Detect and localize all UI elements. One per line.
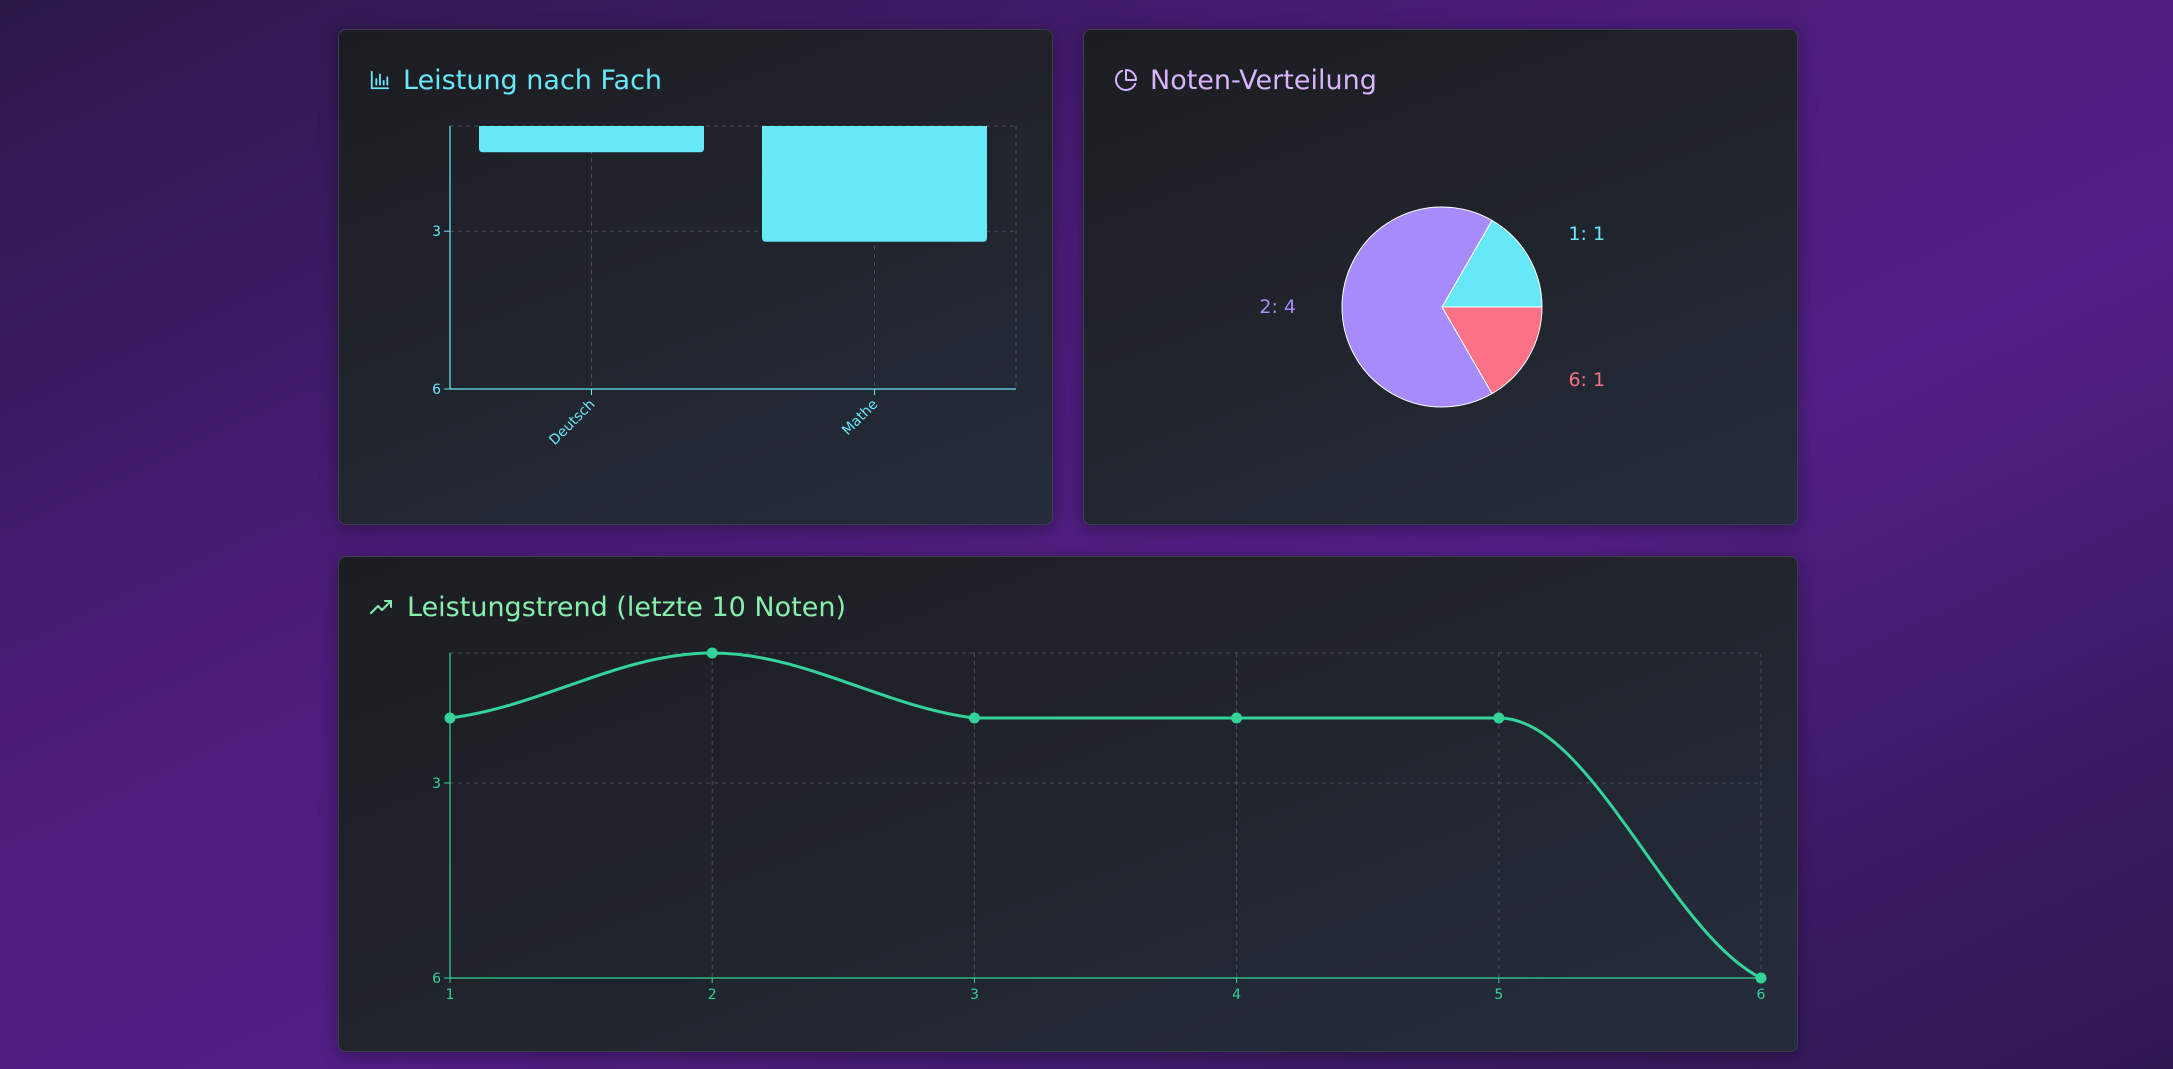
bar-chart: 3 6 Deutsch Mathe: [432, 125, 1017, 449]
pie-label-grade-2: 2: 4: [1259, 296, 1296, 318]
performance-trend-title: Leistungstrend (letzte 10 Noten): [407, 591, 846, 623]
y-tick-label: 6: [432, 382, 441, 398]
x-tick-label: 2: [708, 987, 717, 1003]
pie-slice-grade-1: [1441, 219, 1543, 308]
x-tick-label: 1: [446, 987, 455, 1003]
y-tick-label: 3: [432, 224, 441, 240]
bar-deutsch: [479, 126, 704, 153]
pie-chart-icon: [1115, 69, 1137, 91]
x-tick-label: 5: [1494, 987, 1503, 1003]
x-tick-label: 4: [1232, 987, 1241, 1003]
pie-label-grade-6: 6: 1: [1568, 369, 1605, 391]
grade-distribution-title: Noten-Verteilung: [1150, 64, 1377, 96]
subject-performance-title: Leistung nach Fach: [403, 64, 663, 96]
trend-line: [449, 651, 1762, 980]
bar-chart-icon: [370, 70, 390, 90]
x-tick-label: 6: [1757, 987, 1766, 1003]
trend-point-5: [1493, 712, 1505, 724]
y-tick-label: 6: [432, 971, 441, 987]
subject-performance-card: Leistung nach Fach 3 6 Deutsch Mathe: [338, 29, 1053, 525]
trend-point-1: [444, 712, 456, 724]
x-tick-label-mathe: Mathe: [839, 397, 881, 439]
performance-trend-title-row: Leistungstrend (letzte 10 Noten): [369, 587, 846, 627]
trend-point-6: [1755, 972, 1767, 984]
pie-label-grade-1: 1: 1: [1568, 223, 1605, 245]
x-tick-label-deutsch: Deutsch: [546, 397, 598, 449]
pie-slice-grade-6: [1441, 306, 1543, 395]
y-tick-label: 3: [432, 776, 441, 792]
pie-slice-grade-2: [1341, 206, 1493, 408]
trend-point-3: [968, 712, 980, 724]
line-chart: 361 2 3 4 5 6: [432, 647, 1767, 1003]
subject-performance-title-row: Leistung nach Fach: [369, 60, 662, 100]
grade-distribution-card: Noten-Verteilung 1: 1 6: 1 2: 4: [1083, 29, 1798, 525]
grade-distribution-title-row: Noten-Verteilung: [1114, 60, 1377, 100]
trend-point-4: [1231, 712, 1243, 724]
pie-chart: 1: 1 6: 1 2: 4: [1259, 206, 1605, 408]
bar-mathe: [762, 126, 987, 242]
trend-point-2: [706, 647, 718, 659]
trending-up-icon: [370, 600, 392, 614]
x-tick-label: 3: [970, 987, 979, 1003]
